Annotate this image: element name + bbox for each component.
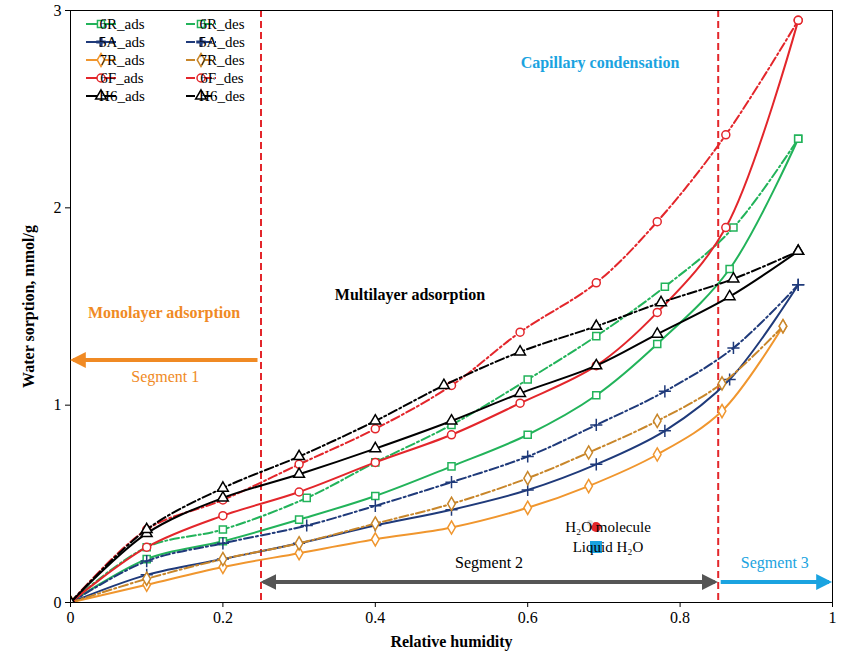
svg-text:Monolayer adsorption: Monolayer adsorption (88, 304, 240, 322)
svg-text:5A_ads: 5A_ads (99, 34, 145, 50)
svg-text:1: 1 (54, 396, 62, 413)
svg-text:Segment 2: Segment 2 (455, 554, 523, 572)
svg-text:6F_des: 6F_des (200, 70, 244, 86)
svg-text:2: 2 (54, 199, 62, 216)
svg-text:H6_des: H6_des (199, 88, 245, 104)
svg-text:H6_ads: H6_ads (99, 88, 145, 104)
svg-text:Segment 3: Segment 3 (741, 554, 809, 572)
svg-text:0.4: 0.4 (365, 609, 385, 626)
svg-text:3: 3 (54, 2, 62, 19)
svg-text:Multilayer adsorption: Multilayer adsorption (335, 286, 485, 304)
svg-text:6R_ads: 6R_ads (100, 16, 145, 32)
svg-text:0.6: 0.6 (518, 609, 538, 626)
svg-text:Liquid H₂O: Liquid H₂O (573, 539, 644, 555)
svg-text:6R_des: 6R_des (200, 16, 245, 32)
svg-text:0.2: 0.2 (213, 609, 233, 626)
svg-text:Water sorption, mmol/g: Water sorption, mmol/g (20, 225, 38, 388)
svg-text:Relative humidity: Relative humidity (390, 633, 512, 651)
svg-text:0.8: 0.8 (670, 609, 690, 626)
svg-text:Capillary condensation: Capillary condensation (521, 54, 680, 72)
svg-text:5A_des: 5A_des (199, 34, 245, 50)
svg-text:7R_ads: 7R_ads (100, 52, 145, 68)
svg-text:0: 0 (67, 609, 75, 626)
svg-text:6F_ads: 6F_ads (100, 70, 144, 86)
svg-text:H₂O molecule: H₂O molecule (565, 519, 651, 535)
svg-text:1: 1 (829, 609, 837, 626)
svg-text:0: 0 (54, 594, 62, 611)
svg-text:7R_des: 7R_des (200, 52, 245, 68)
svg-text:Segment 1: Segment 1 (131, 368, 199, 386)
